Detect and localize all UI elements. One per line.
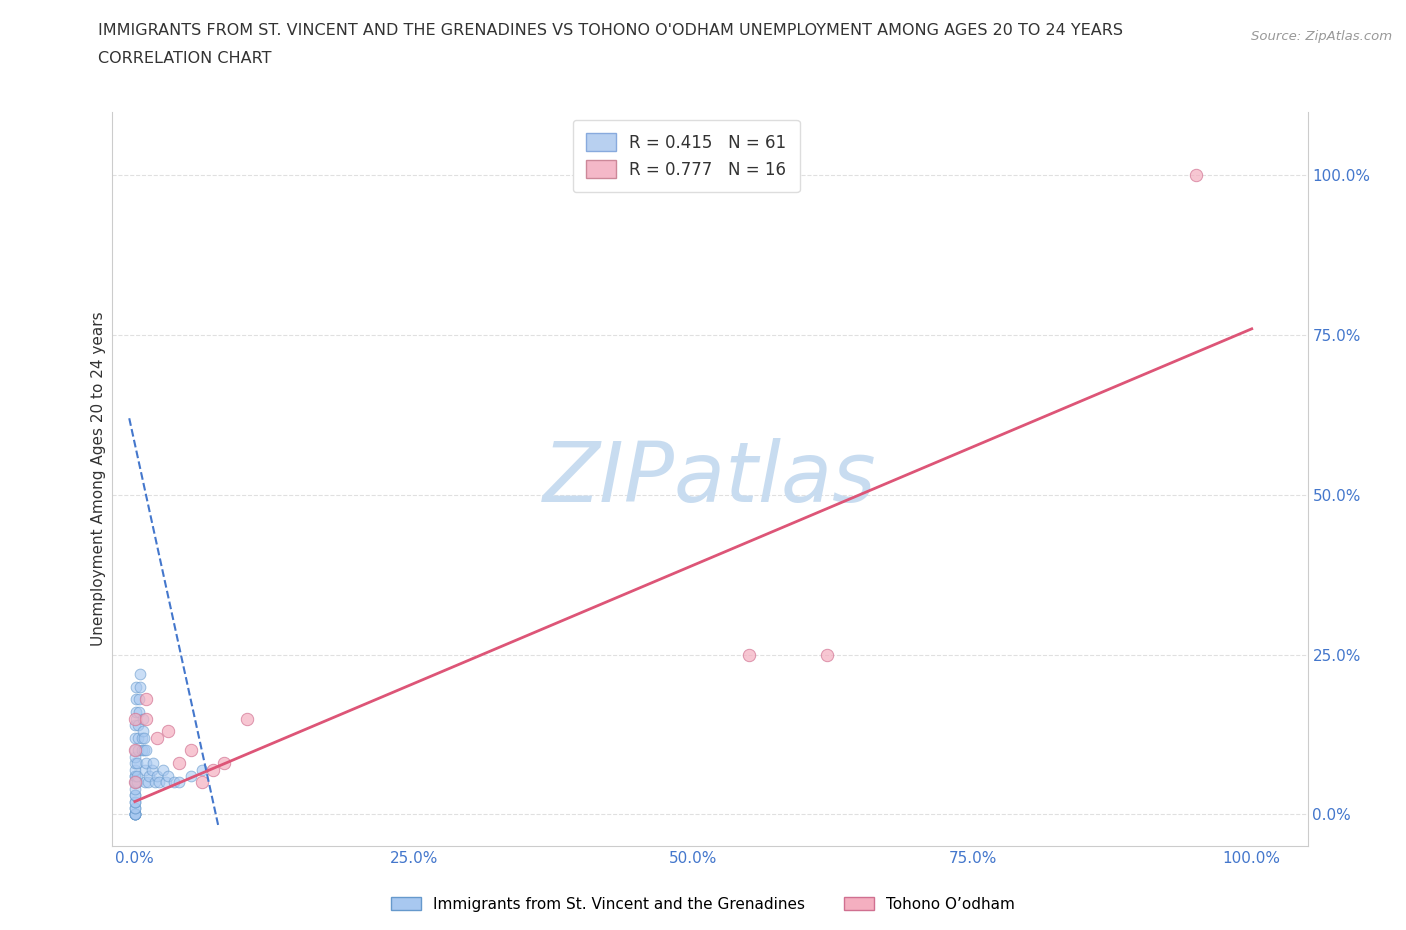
Point	[125, 705, 148, 720]
Point	[155, 775, 177, 790]
Point	[134, 775, 156, 790]
Point	[131, 730, 153, 745]
Point	[124, 794, 146, 809]
Text: ZIPatlas: ZIPatlas	[543, 438, 877, 520]
Point	[131, 743, 153, 758]
Point	[134, 763, 156, 777]
Point	[136, 775, 159, 790]
Point	[124, 775, 146, 790]
Point	[201, 763, 224, 777]
Text: Source: ZipAtlas.com: Source: ZipAtlas.com	[1251, 30, 1392, 43]
Point	[157, 724, 180, 738]
Point	[125, 768, 148, 783]
Point	[124, 775, 146, 790]
Legend: Immigrants from St. Vincent and the Grenadines, Tohono O’odham: Immigrants from St. Vincent and the Gren…	[385, 890, 1021, 918]
Point	[125, 679, 148, 694]
Point	[191, 775, 214, 790]
Point	[124, 781, 146, 796]
Point	[1185, 168, 1208, 183]
Point	[129, 679, 152, 694]
Point	[124, 743, 146, 758]
Point	[235, 711, 257, 726]
Point	[132, 743, 155, 758]
Point	[124, 807, 146, 822]
Point	[124, 807, 146, 822]
Point	[124, 794, 146, 809]
Point	[180, 743, 202, 758]
Point	[138, 768, 160, 783]
Point	[124, 730, 146, 745]
Point	[738, 647, 761, 662]
Point	[124, 788, 146, 803]
Text: IMMIGRANTS FROM ST. VINCENT AND THE GRENADINES VS TOHONO O'ODHAM UNEMPLOYMENT AM: IMMIGRANTS FROM ST. VINCENT AND THE GREN…	[98, 23, 1123, 38]
Point	[148, 775, 170, 790]
Y-axis label: Unemployment Among Ages 20 to 24 years: Unemployment Among Ages 20 to 24 years	[90, 312, 105, 646]
Point	[127, 717, 149, 732]
Point	[124, 756, 146, 771]
Point	[135, 711, 157, 726]
Point	[129, 667, 152, 682]
Text: CORRELATION CHART: CORRELATION CHART	[98, 51, 271, 66]
Point	[815, 647, 838, 662]
Point	[146, 730, 169, 745]
Point	[124, 717, 146, 732]
Point	[124, 801, 146, 816]
Point	[124, 768, 146, 783]
Point	[146, 768, 169, 783]
Point	[163, 775, 186, 790]
Point	[124, 807, 146, 822]
Point	[125, 711, 148, 726]
Point	[152, 763, 174, 777]
Point	[131, 724, 153, 738]
Point	[135, 756, 157, 771]
Point	[180, 768, 202, 783]
Point	[169, 775, 191, 790]
Point	[127, 743, 149, 758]
Point	[124, 775, 146, 790]
Point	[124, 788, 146, 803]
Legend: R = 0.415   N = 61, R = 0.777   N = 16: R = 0.415 N = 61, R = 0.777 N = 16	[572, 120, 800, 193]
Point	[124, 801, 146, 816]
Point	[142, 756, 165, 771]
Point	[135, 743, 157, 758]
Point	[127, 730, 149, 745]
Point	[124, 807, 146, 822]
Point	[124, 807, 146, 822]
Point	[125, 692, 148, 707]
Point	[124, 750, 146, 764]
Point	[124, 768, 146, 783]
Point	[124, 763, 146, 777]
Point	[157, 768, 180, 783]
Point	[131, 711, 153, 726]
Point	[132, 730, 155, 745]
Point	[141, 763, 163, 777]
Point	[212, 756, 235, 771]
Point	[143, 775, 166, 790]
Point	[124, 711, 146, 726]
Point	[128, 692, 150, 707]
Point	[169, 756, 191, 771]
Point	[191, 763, 214, 777]
Point	[135, 692, 157, 707]
Point	[124, 807, 146, 822]
Point	[125, 756, 148, 771]
Point	[128, 705, 150, 720]
Point	[125, 775, 148, 790]
Point	[124, 743, 146, 758]
